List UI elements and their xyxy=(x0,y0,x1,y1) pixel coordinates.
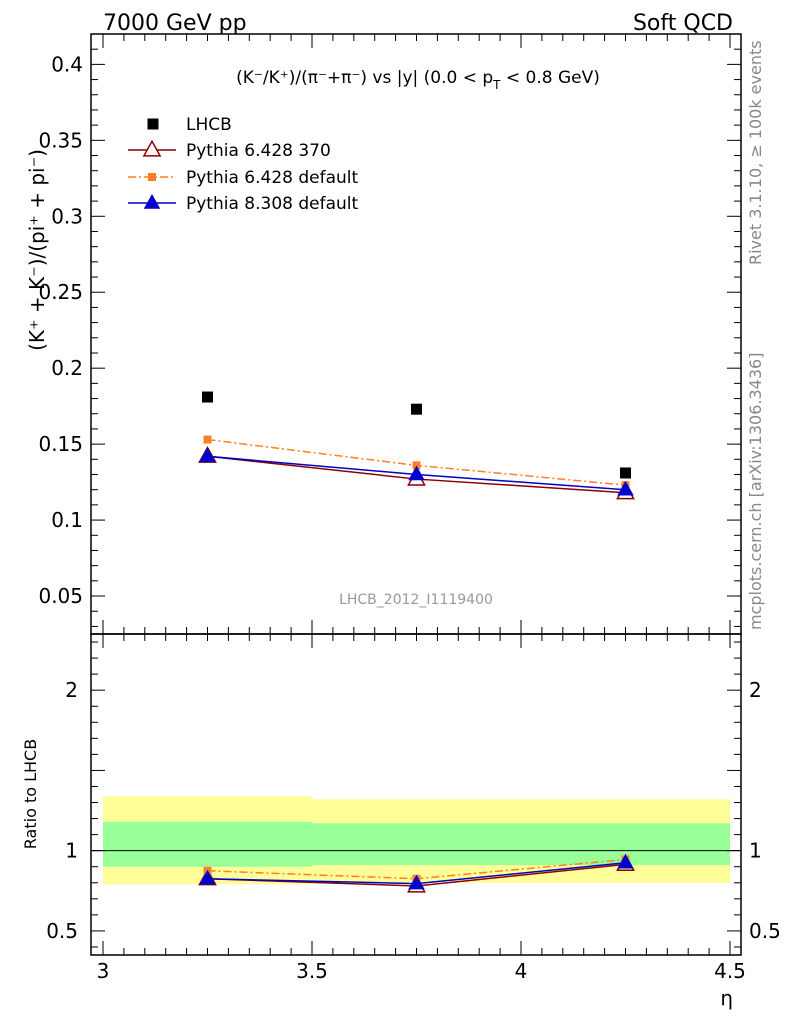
main-y-tick-label: 0.35 xyxy=(38,128,83,152)
p8-default-point xyxy=(408,465,425,481)
x-tick-label: 3 xyxy=(97,959,110,983)
ratio-y-tick-label: 1 xyxy=(65,839,78,863)
legend-label: Pythia 6.428 370 xyxy=(186,141,331,161)
legend-label: Pythia 6.428 default xyxy=(186,168,359,188)
main-y-tick-label: 0.4 xyxy=(51,52,83,76)
legend: LHCB Pythia 6.428 370 Pythia 6.428 default… xyxy=(128,115,359,214)
watermark: LHCB_2012_I1119400 xyxy=(339,592,493,608)
ratio-bands xyxy=(91,796,741,885)
header-right: Soft QCD xyxy=(633,11,733,36)
main-title: (K⁻/K⁺)/(π⁻+π⁻) vs |y| (0.0 < pT < 0.8 G… xyxy=(236,68,600,92)
legend-p8-default-marker xyxy=(143,194,161,209)
x-axis-label: η xyxy=(720,986,733,1010)
main-y-tick-label: 0.05 xyxy=(38,584,83,608)
ratio-ticks: 3 3.5 4 4.50.5 0.51 12 2 xyxy=(46,634,781,983)
header-left: 7000 GeV pp xyxy=(103,11,247,36)
p6-default-point xyxy=(203,435,212,444)
x-tick-label: 3.5 xyxy=(296,959,328,983)
lhcb-data-point xyxy=(202,391,213,403)
ratio-y-tick-label-right: 2 xyxy=(749,678,762,702)
ratio-frame xyxy=(90,633,742,956)
legend-label: LHCB xyxy=(186,115,232,135)
ratio-y-tick-label: 0.5 xyxy=(46,919,78,943)
lhcb-data-point xyxy=(620,467,631,479)
p8-default-point xyxy=(617,480,634,496)
main-y-tick-label: 0.1 xyxy=(51,508,83,532)
main-y-tick-label: 0.3 xyxy=(51,204,83,228)
lhcb-data-point xyxy=(411,403,422,415)
p8-default-point xyxy=(199,447,216,463)
x-tick-label: 4.5 xyxy=(714,959,746,983)
main-series xyxy=(198,391,635,500)
main-y-tick-label: 0.25 xyxy=(38,280,83,304)
legend-p6-default-marker xyxy=(148,173,156,181)
side-text-bottom: mcplots.cern.ch [arXiv:1306.3436] xyxy=(746,353,765,630)
main-y-ticks: 0.05 0.1 0.15 0.2 0.25 0.3 0.35 0.4 xyxy=(38,33,741,634)
ratio-series xyxy=(198,853,635,893)
ratio-band-inner xyxy=(103,821,312,867)
ratio-y-axis-label: Ratio to LHCB xyxy=(21,739,40,849)
ratio-p8-default-point xyxy=(617,853,634,869)
x-tick-label: 4 xyxy=(515,959,528,983)
ratio-band-inner xyxy=(312,823,521,866)
main-y-axis-label: (K⁺ + K⁻)/(pi⁺ + pi⁻) xyxy=(25,149,49,351)
p6-default-point xyxy=(412,461,421,470)
legend-p6-370-marker xyxy=(142,139,162,157)
legend-lhcb-marker xyxy=(147,118,159,130)
main-y-tick-label: 0.15 xyxy=(38,432,83,456)
main-panel: 0.05 0.1 0.15 0.2 0.25 0.3 0.35 0.4 (K⁻/K⁺)/(π⁻… xyxy=(25,33,742,635)
ratio-panel: 3 3.5 4 4.50.5 0.51 12 2 Ratio to LHCB η xyxy=(21,633,781,1010)
ratio-y-tick-label: 2 xyxy=(65,678,78,702)
ratio-y-tick-label-right: 0.5 xyxy=(749,919,781,943)
ratio-p8-default-point xyxy=(199,869,216,885)
legend-label: Pythia 8.308 default xyxy=(186,194,359,214)
main-y-tick-label: 0.2 xyxy=(51,356,83,380)
ratio-p8-default-point xyxy=(408,874,425,890)
side-text-top: Rivet 3.1.10, ≥ 100k events xyxy=(746,40,765,265)
ratio-y-tick-label-right: 1 xyxy=(749,839,762,863)
